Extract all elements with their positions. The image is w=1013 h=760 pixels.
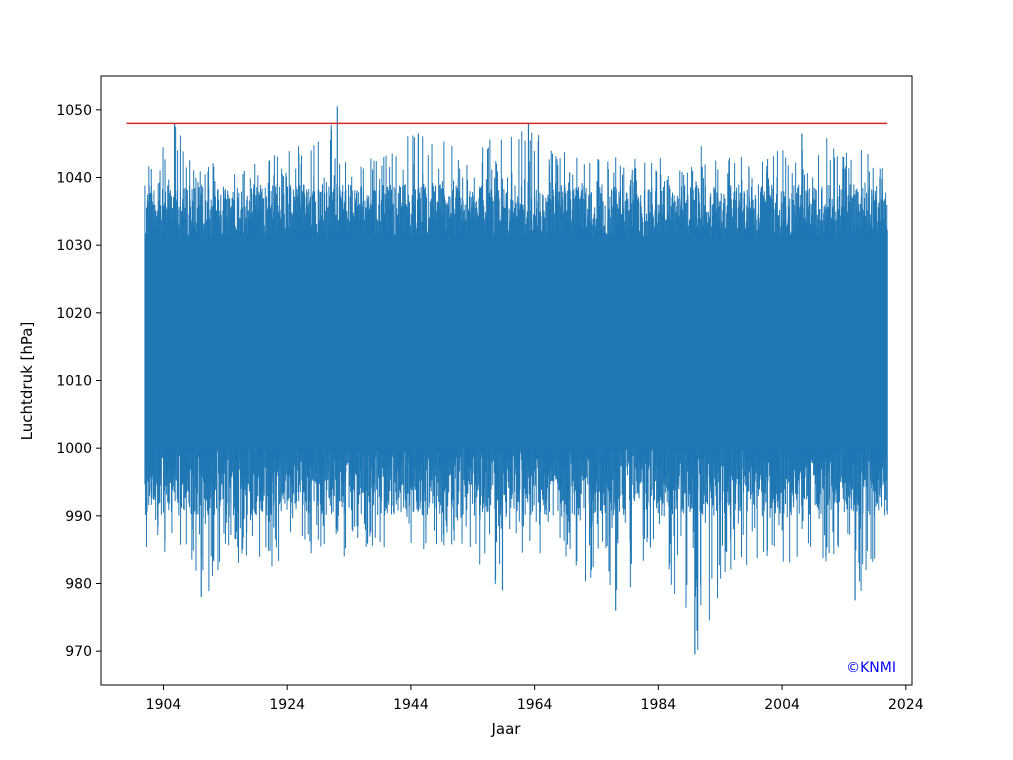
series-layer: [126, 106, 888, 655]
x-axis-label: Jaar: [491, 720, 522, 738]
y-tick-label: 1010: [56, 374, 92, 390]
y-axis: 970 980 990 1000 1010 1020 1030 1040 1050: [56, 103, 101, 660]
y-tick-label: 980: [65, 577, 92, 593]
x-tick-label: 1924: [269, 697, 305, 713]
x-tick-label: 1984: [641, 697, 677, 713]
x-tick-label: 2004: [764, 697, 800, 713]
series-band: [144, 165, 888, 551]
x-tick-label: 1964: [517, 697, 553, 713]
y-tick-label: 1000: [56, 441, 92, 457]
x-tick-label: 2024: [888, 697, 924, 713]
y-tick-label: 1030: [56, 238, 92, 254]
y-axis-label: Luchtdruk [hPa]: [18, 322, 36, 441]
series-spikes: [145, 124, 888, 650]
x-tick-label: 1944: [393, 697, 429, 713]
y-tick-label: 990: [65, 509, 92, 525]
y-tick-label: 1040: [56, 171, 92, 187]
y-tick-label: 970: [65, 644, 92, 660]
credit-label: ©KNMI: [846, 660, 896, 676]
y-tick-label: 1020: [56, 306, 92, 322]
x-tick-label: 1904: [146, 697, 182, 713]
y-tick-label: 1050: [56, 103, 92, 119]
x-axis: 1904 1924 1944 1964 1984 2004 2024: [146, 685, 924, 713]
